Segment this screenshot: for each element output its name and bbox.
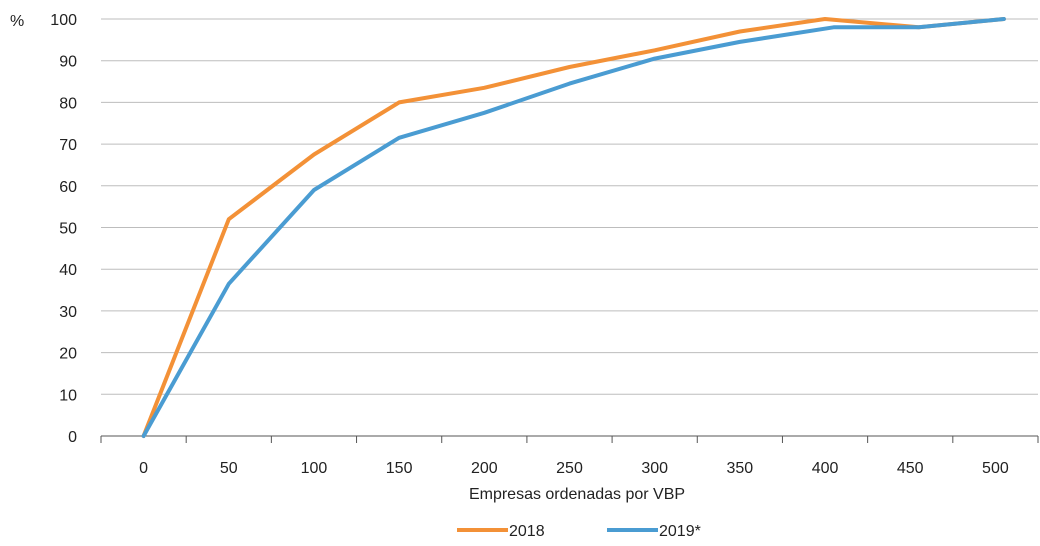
y-tick-label: 100 <box>50 12 77 29</box>
x-tick-label: 300 <box>641 460 668 477</box>
x-axis-title: Empresas ordenadas por VBP <box>469 486 685 503</box>
y-tick-label: 40 <box>59 262 77 279</box>
x-tick-label: 450 <box>897 460 924 477</box>
y-tick-label: 20 <box>59 346 77 363</box>
legend-label-2019: 2019* <box>659 523 701 540</box>
x-tick-label: 50 <box>220 460 238 477</box>
x-tick-label: 150 <box>386 460 413 477</box>
legend-label-2018: 2018 <box>509 523 545 540</box>
x-tick-label: 500 <box>982 460 1009 477</box>
x-axis: 0 50 100 150 200 250 300 350 400 450 500 <box>100 436 1039 477</box>
x-tick-label: 250 <box>556 460 583 477</box>
y-tick-label: 30 <box>59 304 77 321</box>
grid-lines <box>101 18 1038 437</box>
y-tick-label: 80 <box>59 95 77 112</box>
x-tick-label: 200 <box>471 460 498 477</box>
series-lines <box>141 17 1006 438</box>
y-tick-label: 70 <box>59 137 77 154</box>
y-axis-title: % <box>10 13 24 30</box>
y-tick-label: 10 <box>59 387 77 404</box>
x-tick-label: 400 <box>812 460 839 477</box>
y-tick-label: 50 <box>59 221 77 238</box>
legend: 2018 2019* <box>457 523 701 540</box>
series-line-2019 <box>141 17 1006 438</box>
y-axis-ticks: 0 10 20 30 40 50 60 70 80 90 100 <box>50 12 77 446</box>
y-tick-label: 90 <box>59 54 77 71</box>
x-tick-label: 350 <box>727 460 754 477</box>
y-tick-label: 0 <box>68 429 77 446</box>
series-line-2018 <box>141 17 1006 438</box>
y-tick-label: 60 <box>59 179 77 196</box>
x-tick-label: 100 <box>301 460 328 477</box>
x-tick-label: 0 <box>139 460 148 477</box>
